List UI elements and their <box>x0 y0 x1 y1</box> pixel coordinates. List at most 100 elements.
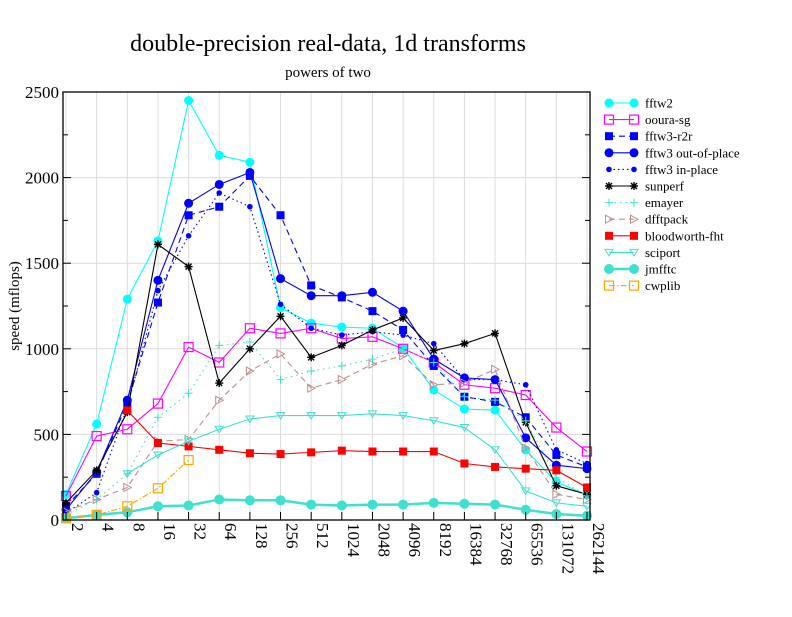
series-line-sunperf <box>65 243 588 504</box>
data-point <box>183 500 194 511</box>
data-point <box>368 359 378 370</box>
data-point <box>552 473 561 482</box>
legend-marker <box>603 114 615 125</box>
y-axis-label: speed (mflops) <box>7 261 23 351</box>
legend-label: fftw2 <box>645 96 673 111</box>
legend-label: fftw3 in-place <box>645 162 718 177</box>
data-point <box>399 313 408 322</box>
data-point <box>584 460 590 467</box>
data-point <box>184 442 193 451</box>
data-point <box>459 404 469 414</box>
data-point <box>215 341 224 350</box>
data-point <box>183 437 194 446</box>
legend-marker <box>630 214 640 225</box>
x-tick-label: 16384 <box>466 523 485 566</box>
data-point <box>337 446 346 455</box>
legend-marker <box>629 98 639 108</box>
data-point <box>492 376 498 383</box>
series-cwplib <box>60 454 194 524</box>
series-fftw3-r2r <box>62 171 591 511</box>
data-point <box>122 294 132 304</box>
data-point <box>214 494 225 505</box>
series-fftw3-out-of-place <box>61 167 592 515</box>
legend-label: fftw3-r2r <box>645 129 693 144</box>
data-point <box>276 349 286 359</box>
data-point <box>306 323 317 334</box>
x-tick-label: 4 <box>99 523 118 532</box>
data-point <box>306 499 317 510</box>
data-point <box>92 419 102 429</box>
legend-item-fftw3-out-of-place: fftw3 out-of-place <box>604 145 740 160</box>
series-line-cwplib <box>65 459 189 519</box>
data-point <box>307 367 316 376</box>
x-tick-label: 64 <box>221 523 240 541</box>
data-point <box>307 448 316 457</box>
chart-title: double-precision real-data, 1d transform… <box>130 31 526 57</box>
data-point <box>245 344 254 353</box>
data-point <box>429 358 438 367</box>
data-point <box>183 454 194 466</box>
data-point <box>337 291 347 301</box>
legend-label: sciport <box>645 245 681 260</box>
y-tick-label: 1000 <box>25 340 59 359</box>
series-line-dfftpack <box>65 353 588 512</box>
data-point <box>214 357 225 368</box>
data-point <box>581 446 593 457</box>
data-point <box>583 494 593 505</box>
y-tick-label: 2500 <box>25 83 59 102</box>
data-point <box>152 483 164 494</box>
data-point <box>368 307 377 316</box>
data-point <box>582 502 592 511</box>
y-tick-label: 0 <box>51 511 60 530</box>
x-tick-label: 256 <box>283 523 302 549</box>
x-tick-label: 128 <box>252 523 271 549</box>
data-point <box>367 410 378 419</box>
y-tick-label: 2000 <box>25 169 59 188</box>
data-point <box>215 445 224 454</box>
x-tick-label: 512 <box>313 523 332 549</box>
legend-label: sunperf <box>645 179 685 194</box>
data-point <box>244 323 255 334</box>
x-tick-label: 8 <box>129 523 148 532</box>
data-point <box>307 281 316 290</box>
data-point <box>490 405 500 415</box>
data-point <box>245 167 255 177</box>
data-point <box>337 374 347 385</box>
data-point <box>307 353 316 362</box>
data-point <box>339 332 345 338</box>
legend-item-jmfftc: jmfftc <box>604 262 677 277</box>
data-point <box>429 447 438 456</box>
y-tick-label: 500 <box>34 425 60 444</box>
legend-marker <box>605 214 615 225</box>
data-point <box>491 462 500 471</box>
data-point <box>552 450 561 459</box>
data-point <box>214 179 224 189</box>
series-line-fftw3-r2r <box>65 175 588 507</box>
data-point <box>368 447 377 456</box>
plot-frame <box>62 91 591 521</box>
data-point <box>461 376 468 383</box>
y-tick-label: 1500 <box>25 254 59 273</box>
data-point <box>122 470 133 479</box>
data-point <box>368 325 377 334</box>
data-point <box>398 499 409 510</box>
legend-item-emayer: emayer <box>605 195 684 210</box>
legend-item-fftw3-r2r: fftw3-r2r <box>605 129 693 144</box>
legend-marker <box>605 231 613 240</box>
data-point <box>522 381 529 388</box>
legend-marker <box>604 264 614 274</box>
x-tick-label: 32 <box>191 523 210 540</box>
legend-marker <box>630 198 638 207</box>
data-point <box>428 497 439 508</box>
legend-marker <box>605 132 613 141</box>
legend-marker <box>629 248 639 257</box>
data-point <box>153 413 162 422</box>
data-point <box>185 233 192 239</box>
legend-item-fftw2: fftw2 <box>604 96 673 111</box>
data-point <box>183 341 194 353</box>
x-tick-label: 131072 <box>558 523 577 574</box>
data-point <box>275 412 286 421</box>
legend-marker <box>629 148 639 158</box>
